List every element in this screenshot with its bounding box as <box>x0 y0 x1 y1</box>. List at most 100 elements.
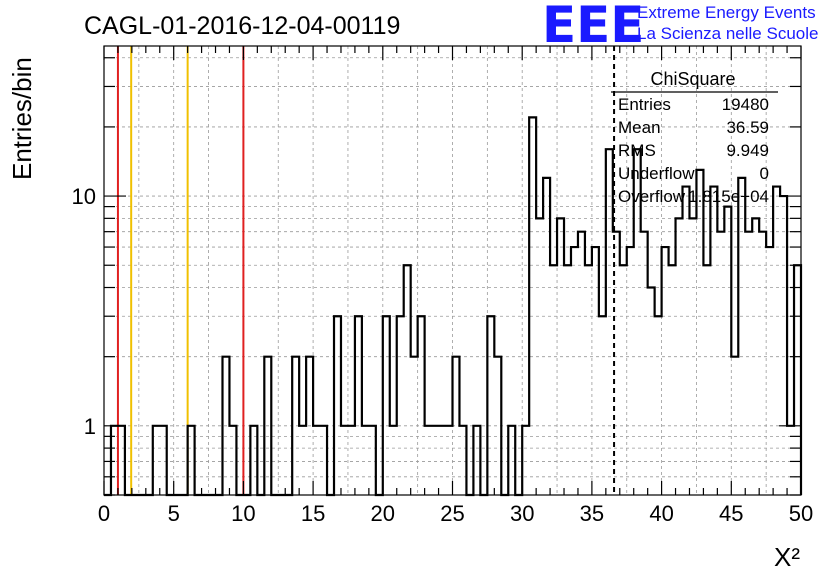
histogram-bin <box>222 357 229 495</box>
histogram-bin <box>669 265 676 495</box>
histogram-bin <box>508 426 515 495</box>
histogram-bin <box>250 426 257 495</box>
histogram-bin <box>606 149 613 495</box>
reference-lines <box>116 46 245 495</box>
histogram-bin <box>752 218 759 495</box>
histogram-bin <box>766 247 773 495</box>
stats-value: 36.59 <box>726 118 769 137</box>
histogram-bin <box>118 426 125 495</box>
histogram-bin <box>411 357 418 495</box>
histogram-bin <box>473 426 480 495</box>
x-tick-label: 5 <box>168 501 180 526</box>
histogram-bin <box>696 170 703 495</box>
logo-line-1: Extreme Energy Events <box>637 3 816 22</box>
stats-value: 1.815e+04 <box>688 187 769 206</box>
grid <box>104 46 801 496</box>
x-axis-title: X² <box>774 542 800 572</box>
stats-box: ChiSquare Entries 19480 Mean 36.59 RMS 9.949 U… <box>611 69 778 206</box>
stats-label: RMS <box>618 141 656 160</box>
histogram-bin <box>425 426 432 495</box>
histogram-bin <box>299 426 306 495</box>
histogram-bin <box>355 316 362 495</box>
histogram-bin <box>662 247 669 495</box>
logo: EEE Extreme Energy Events La Scienza nel… <box>542 0 818 54</box>
histogram-bin <box>313 426 320 495</box>
histogram-bin <box>564 265 571 495</box>
x-tick-label: 0 <box>98 501 110 526</box>
histogram-bin <box>522 426 529 495</box>
histogram-bin <box>529 117 536 495</box>
x-tick-label: 40 <box>649 501 673 526</box>
histogram-bin <box>592 247 599 495</box>
histogram-bin <box>453 357 460 495</box>
histogram-bin <box>439 426 446 495</box>
histogram-bin <box>773 187 780 495</box>
chart-title: CAGL-01-2016-12-04-00119 <box>84 12 400 40</box>
x-tick-label: 50 <box>789 501 813 526</box>
stats-value: 9.949 <box>726 141 769 160</box>
stats-rows: Entries 19480 Mean 36.59 RMS 9.949 Underflow 0 O… <box>618 95 769 206</box>
logo-mark: EEE <box>542 0 644 54</box>
x-tick-label: 15 <box>301 501 325 526</box>
plot-frame <box>103 45 802 496</box>
x-tick-label: 20 <box>371 501 395 526</box>
histogram-bin <box>648 288 655 495</box>
histogram-bin <box>543 178 550 495</box>
histogram-bin <box>369 426 376 495</box>
histogram-bin <box>578 232 585 495</box>
histogram-bin <box>717 232 724 495</box>
logo-line-2: La Scienza nelle Scuole <box>637 24 818 43</box>
histogram-bin <box>320 426 327 495</box>
histogram-bin <box>432 426 439 495</box>
y-axis-title: Entries/bin <box>7 57 37 180</box>
histogram-bin <box>153 426 160 495</box>
histogram-bin <box>397 316 404 495</box>
histogram-bin <box>404 265 411 495</box>
stats-label: Underflow <box>618 164 695 183</box>
stats-value: 0 <box>760 164 769 183</box>
histogram-bin <box>599 316 606 495</box>
histogram-bin <box>446 426 453 495</box>
histogram-bin <box>655 316 662 495</box>
histogram-bin <box>362 426 369 495</box>
histogram-bin <box>627 247 634 495</box>
x-tick-label: 25 <box>440 501 464 526</box>
y-tick-label: 10 <box>72 184 96 209</box>
histogram-bin <box>676 218 683 495</box>
histogram-bin <box>724 207 731 495</box>
tick-labels: 0 5 10 15 20 25 30 35 40 45 50 1 10 <box>72 184 814 526</box>
histogram-bin <box>306 357 313 495</box>
stats-label: Overflow <box>618 187 686 206</box>
histogram-bin <box>550 265 557 495</box>
stats-label: Mean <box>618 118 661 137</box>
histogram-bin <box>620 265 627 495</box>
histogram-bin <box>459 426 466 495</box>
histogram-bin <box>188 426 195 495</box>
histogram-bin <box>536 218 543 495</box>
histogram-bin <box>703 265 710 495</box>
histogram-bin <box>487 316 494 495</box>
histogram-bin <box>383 316 390 495</box>
histogram-bin <box>557 218 564 495</box>
histogram-bin <box>710 187 717 495</box>
histogram-bin <box>264 357 271 495</box>
histogram-bin <box>334 316 341 495</box>
histogram-bin <box>738 178 745 495</box>
histogram-bin <box>759 232 766 495</box>
histogram-bin <box>341 426 348 495</box>
histogram-bin <box>418 316 425 495</box>
stats-title: ChiSquare <box>650 69 735 89</box>
histogram-bin <box>348 426 355 495</box>
histogram-bin <box>390 426 397 495</box>
histogram-bin <box>641 232 648 495</box>
histogram-bin <box>160 426 167 495</box>
x-tick-label: 45 <box>719 501 743 526</box>
stats-label: Entries <box>618 95 671 114</box>
histogram-bin <box>731 357 738 495</box>
histogram-bin <box>585 265 592 495</box>
histogram-bin <box>494 357 501 495</box>
histogram-bin <box>229 426 236 495</box>
histogram <box>104 116 803 497</box>
histogram-bin <box>292 357 299 495</box>
